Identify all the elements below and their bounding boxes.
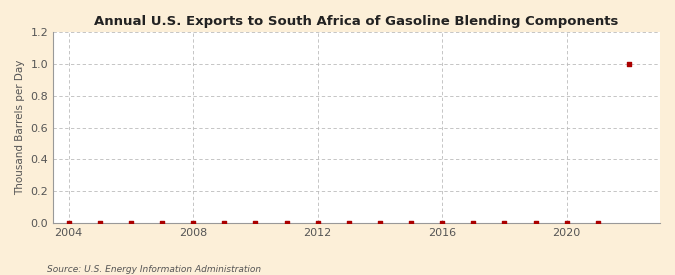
Text: Source: U.S. Energy Information Administration: Source: U.S. Energy Information Administ… [47,265,261,274]
Point [561,221,572,225]
Point [468,221,479,225]
Point [95,221,105,225]
Point [281,221,292,225]
Point [593,221,603,225]
Point [219,221,230,225]
Point [406,221,416,225]
Point [157,221,167,225]
Point [250,221,261,225]
Point [499,221,510,225]
Point [530,221,541,225]
Point [437,221,448,225]
Point [313,221,323,225]
Point [63,221,74,225]
Title: Annual U.S. Exports to South Africa of Gasoline Blending Components: Annual U.S. Exports to South Africa of G… [95,15,619,28]
Point [344,221,354,225]
Point [624,62,634,66]
Y-axis label: Thousand Barrels per Day: Thousand Barrels per Day [15,60,25,195]
Point [375,221,385,225]
Point [126,221,136,225]
Point [188,221,198,225]
